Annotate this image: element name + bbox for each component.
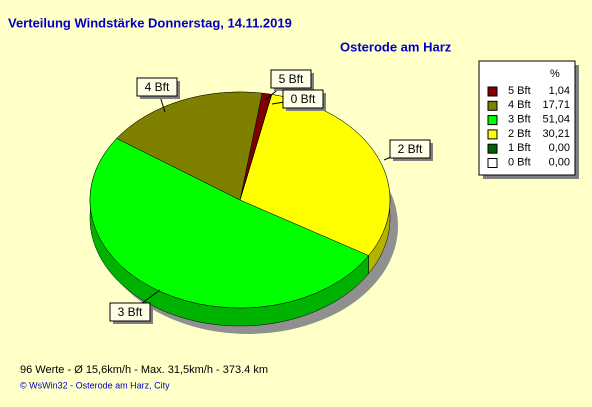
legend-title: % bbox=[550, 68, 560, 80]
callout-label: 3 Bft bbox=[118, 305, 143, 319]
callout-box bbox=[109, 302, 151, 322]
legend-value: 51,04 bbox=[542, 114, 570, 126]
footer-copyright: © WsWin32 - Osterode am Harz, City bbox=[20, 380, 170, 390]
legend-label: 1 Bft bbox=[508, 142, 531, 154]
legend-swatch bbox=[487, 115, 498, 126]
legend-swatch bbox=[487, 100, 498, 111]
callout-label: 5 Bft bbox=[279, 72, 304, 86]
legend-swatch bbox=[487, 86, 498, 97]
callout-box bbox=[136, 77, 178, 97]
callout-box bbox=[282, 89, 324, 109]
legend-swatch bbox=[487, 158, 498, 168]
legend-value: 17,71 bbox=[542, 99, 570, 111]
callout-label: 4 Bft bbox=[145, 80, 170, 94]
callout-label: 0 Bft bbox=[291, 92, 316, 106]
chart-subtitle: Osterode am Harz bbox=[340, 39, 452, 54]
callout-label: 2 Bft bbox=[398, 142, 423, 156]
chart-title: Verteilung Windstärke Donnerstag, 14.11.… bbox=[8, 15, 292, 30]
legend-label: 0 Bft bbox=[508, 156, 531, 168]
legend-label: 2 Bft bbox=[508, 128, 531, 140]
callout-box bbox=[270, 69, 312, 89]
legend-label: 5 Bft bbox=[508, 85, 531, 97]
legend-swatch bbox=[487, 143, 498, 154]
legend-value: 0,00 bbox=[549, 156, 570, 168]
callout-box bbox=[389, 139, 431, 159]
legend-label: 3 Bft bbox=[508, 114, 531, 126]
legend-swatch bbox=[487, 129, 498, 140]
pie-slice bbox=[116, 91, 263, 201]
footer-stats: 96 Werte - Ø 15,6km/h - Max. 31,5km/h - … bbox=[20, 364, 268, 376]
legend-value: 0,00 bbox=[549, 142, 570, 154]
legend-label: 4 Bft bbox=[508, 99, 531, 111]
legend-value: 1,04 bbox=[549, 85, 570, 97]
legend-value: 30,21 bbox=[542, 128, 570, 140]
